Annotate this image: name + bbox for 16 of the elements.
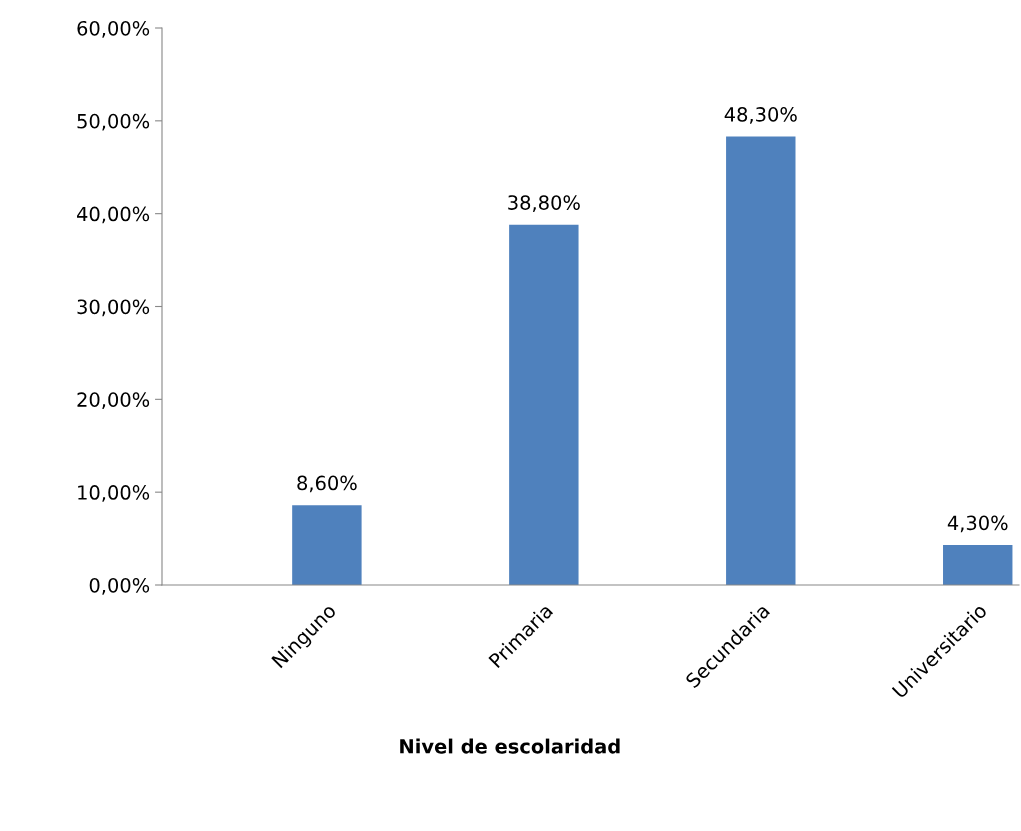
bar (726, 136, 796, 585)
bar (509, 224, 579, 585)
bar (292, 505, 362, 585)
y-tick-label: 40,00% (77, 206, 150, 224)
y-tick-label: 10,00% (78, 485, 150, 502)
data-label: 48,30% (724, 107, 797, 124)
y-tick-label: 60,00% (77, 20, 150, 38)
y-tick-label: 20,00% (77, 392, 150, 409)
data-label: 8,60% (297, 475, 357, 493)
y-tick-label: 50,00% (77, 113, 150, 131)
bar (943, 545, 1013, 585)
y-tick-label: 0,00% (89, 577, 150, 595)
y-tick-label: 30,00% (77, 299, 150, 317)
data-label: 38,80% (508, 195, 580, 212)
data-label: 4,30% (947, 515, 1008, 533)
x-axis-title: Nivel de escolaridad (400, 738, 620, 754)
